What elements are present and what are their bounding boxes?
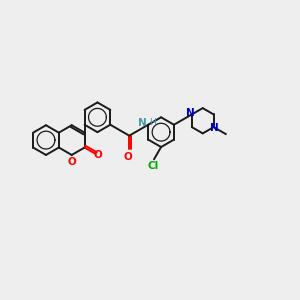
Text: N: N [139,118,147,128]
Text: H: H [149,118,156,127]
Text: O: O [67,157,76,167]
Text: O: O [94,150,103,160]
Text: N: N [210,123,219,133]
Text: Cl: Cl [148,161,159,171]
Text: O: O [124,152,133,161]
Text: N: N [186,108,195,118]
